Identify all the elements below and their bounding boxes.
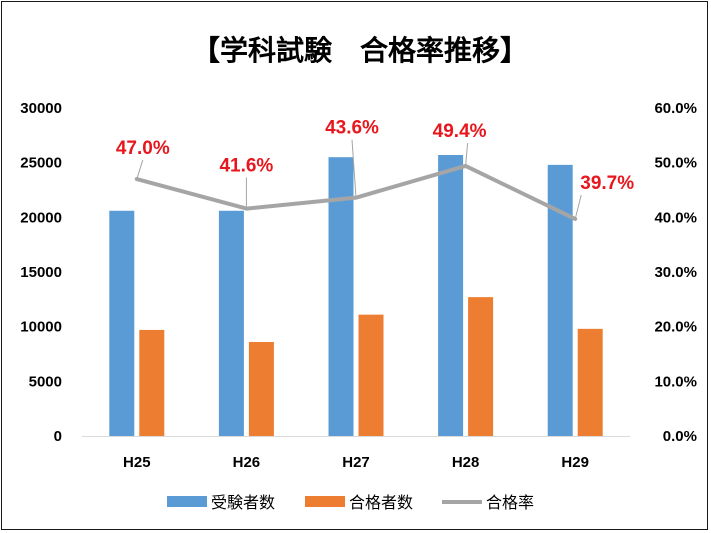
right-tick-label: 10.0% bbox=[654, 373, 697, 390]
legend-label: 受験者数 bbox=[211, 493, 275, 512]
category-label: H25 bbox=[123, 454, 151, 471]
legend-label: 合格率 bbox=[486, 493, 534, 512]
right-axis-ticks: 60.0% 50.0% 40.0% 30.0% 20.0% 10.0% 0.0% bbox=[654, 100, 697, 445]
rate-data-label: 43.6% bbox=[325, 118, 379, 139]
rate-leader-line bbox=[136, 159, 144, 180]
bar-合格者数-H27 bbox=[358, 314, 384, 436]
bar-受験者数-H26 bbox=[218, 210, 244, 436]
rate-leader-line bbox=[351, 139, 357, 198]
right-tick-label: 30.0% bbox=[654, 264, 697, 281]
left-axis-ticks: 30000 25000 20000 15000 10000 5000 0 bbox=[20, 100, 62, 445]
category-labels: H25 H26 H27 H28 H29 bbox=[123, 454, 589, 471]
right-tick-label: 20.0% bbox=[654, 319, 697, 336]
bar-合格者数-H29 bbox=[577, 328, 603, 436]
right-tick-label: 50.0% bbox=[654, 155, 697, 172]
rate-leader-line bbox=[465, 142, 469, 166]
legend-swatch-受験者数 bbox=[167, 496, 207, 507]
right-tick-label: 0.0% bbox=[663, 428, 697, 445]
bar-受験者数-H27 bbox=[328, 157, 354, 436]
rate-line-layer: 47.0% 41.6% 43.6% 49.4% 39.7% bbox=[116, 118, 634, 221]
rate-data-label: 39.7% bbox=[580, 173, 634, 194]
left-tick-label: 25000 bbox=[20, 155, 62, 172]
chart-title: 【学科試験 合格率推移】 bbox=[192, 34, 528, 67]
category-label: H27 bbox=[342, 454, 370, 471]
category-label: H28 bbox=[452, 454, 480, 471]
bar-合格者数-H28 bbox=[468, 297, 494, 436]
legend-swatch-合格者数 bbox=[305, 496, 345, 507]
left-tick-label: 5000 bbox=[29, 373, 62, 390]
right-tick-label: 60.0% bbox=[654, 100, 697, 117]
left-tick-label: 10000 bbox=[20, 319, 62, 336]
rate-leader-line bbox=[574, 194, 582, 220]
bar-受験者数-H25 bbox=[109, 210, 135, 436]
rate-data-label: 49.4% bbox=[433, 121, 487, 142]
rate-data-label: 47.0% bbox=[116, 138, 170, 159]
bar-受験者数-H28 bbox=[438, 155, 464, 436]
left-tick-label: 30000 bbox=[20, 100, 62, 117]
category-label: H26 bbox=[233, 454, 261, 471]
left-tick-label: 0 bbox=[54, 428, 62, 445]
category-label: H29 bbox=[561, 454, 589, 471]
rate-data-label: 41.6% bbox=[219, 156, 273, 177]
legend: 受験者数 合格者数 合格率 bbox=[167, 493, 534, 512]
bar-合格者数-H26 bbox=[248, 341, 274, 436]
left-tick-label: 20000 bbox=[20, 209, 62, 226]
legend-label: 合格者数 bbox=[349, 493, 413, 512]
bar-合格者数-H25 bbox=[139, 329, 165, 436]
left-tick-label: 15000 bbox=[20, 264, 62, 281]
right-tick-label: 40.0% bbox=[654, 209, 697, 226]
bars bbox=[109, 155, 603, 436]
